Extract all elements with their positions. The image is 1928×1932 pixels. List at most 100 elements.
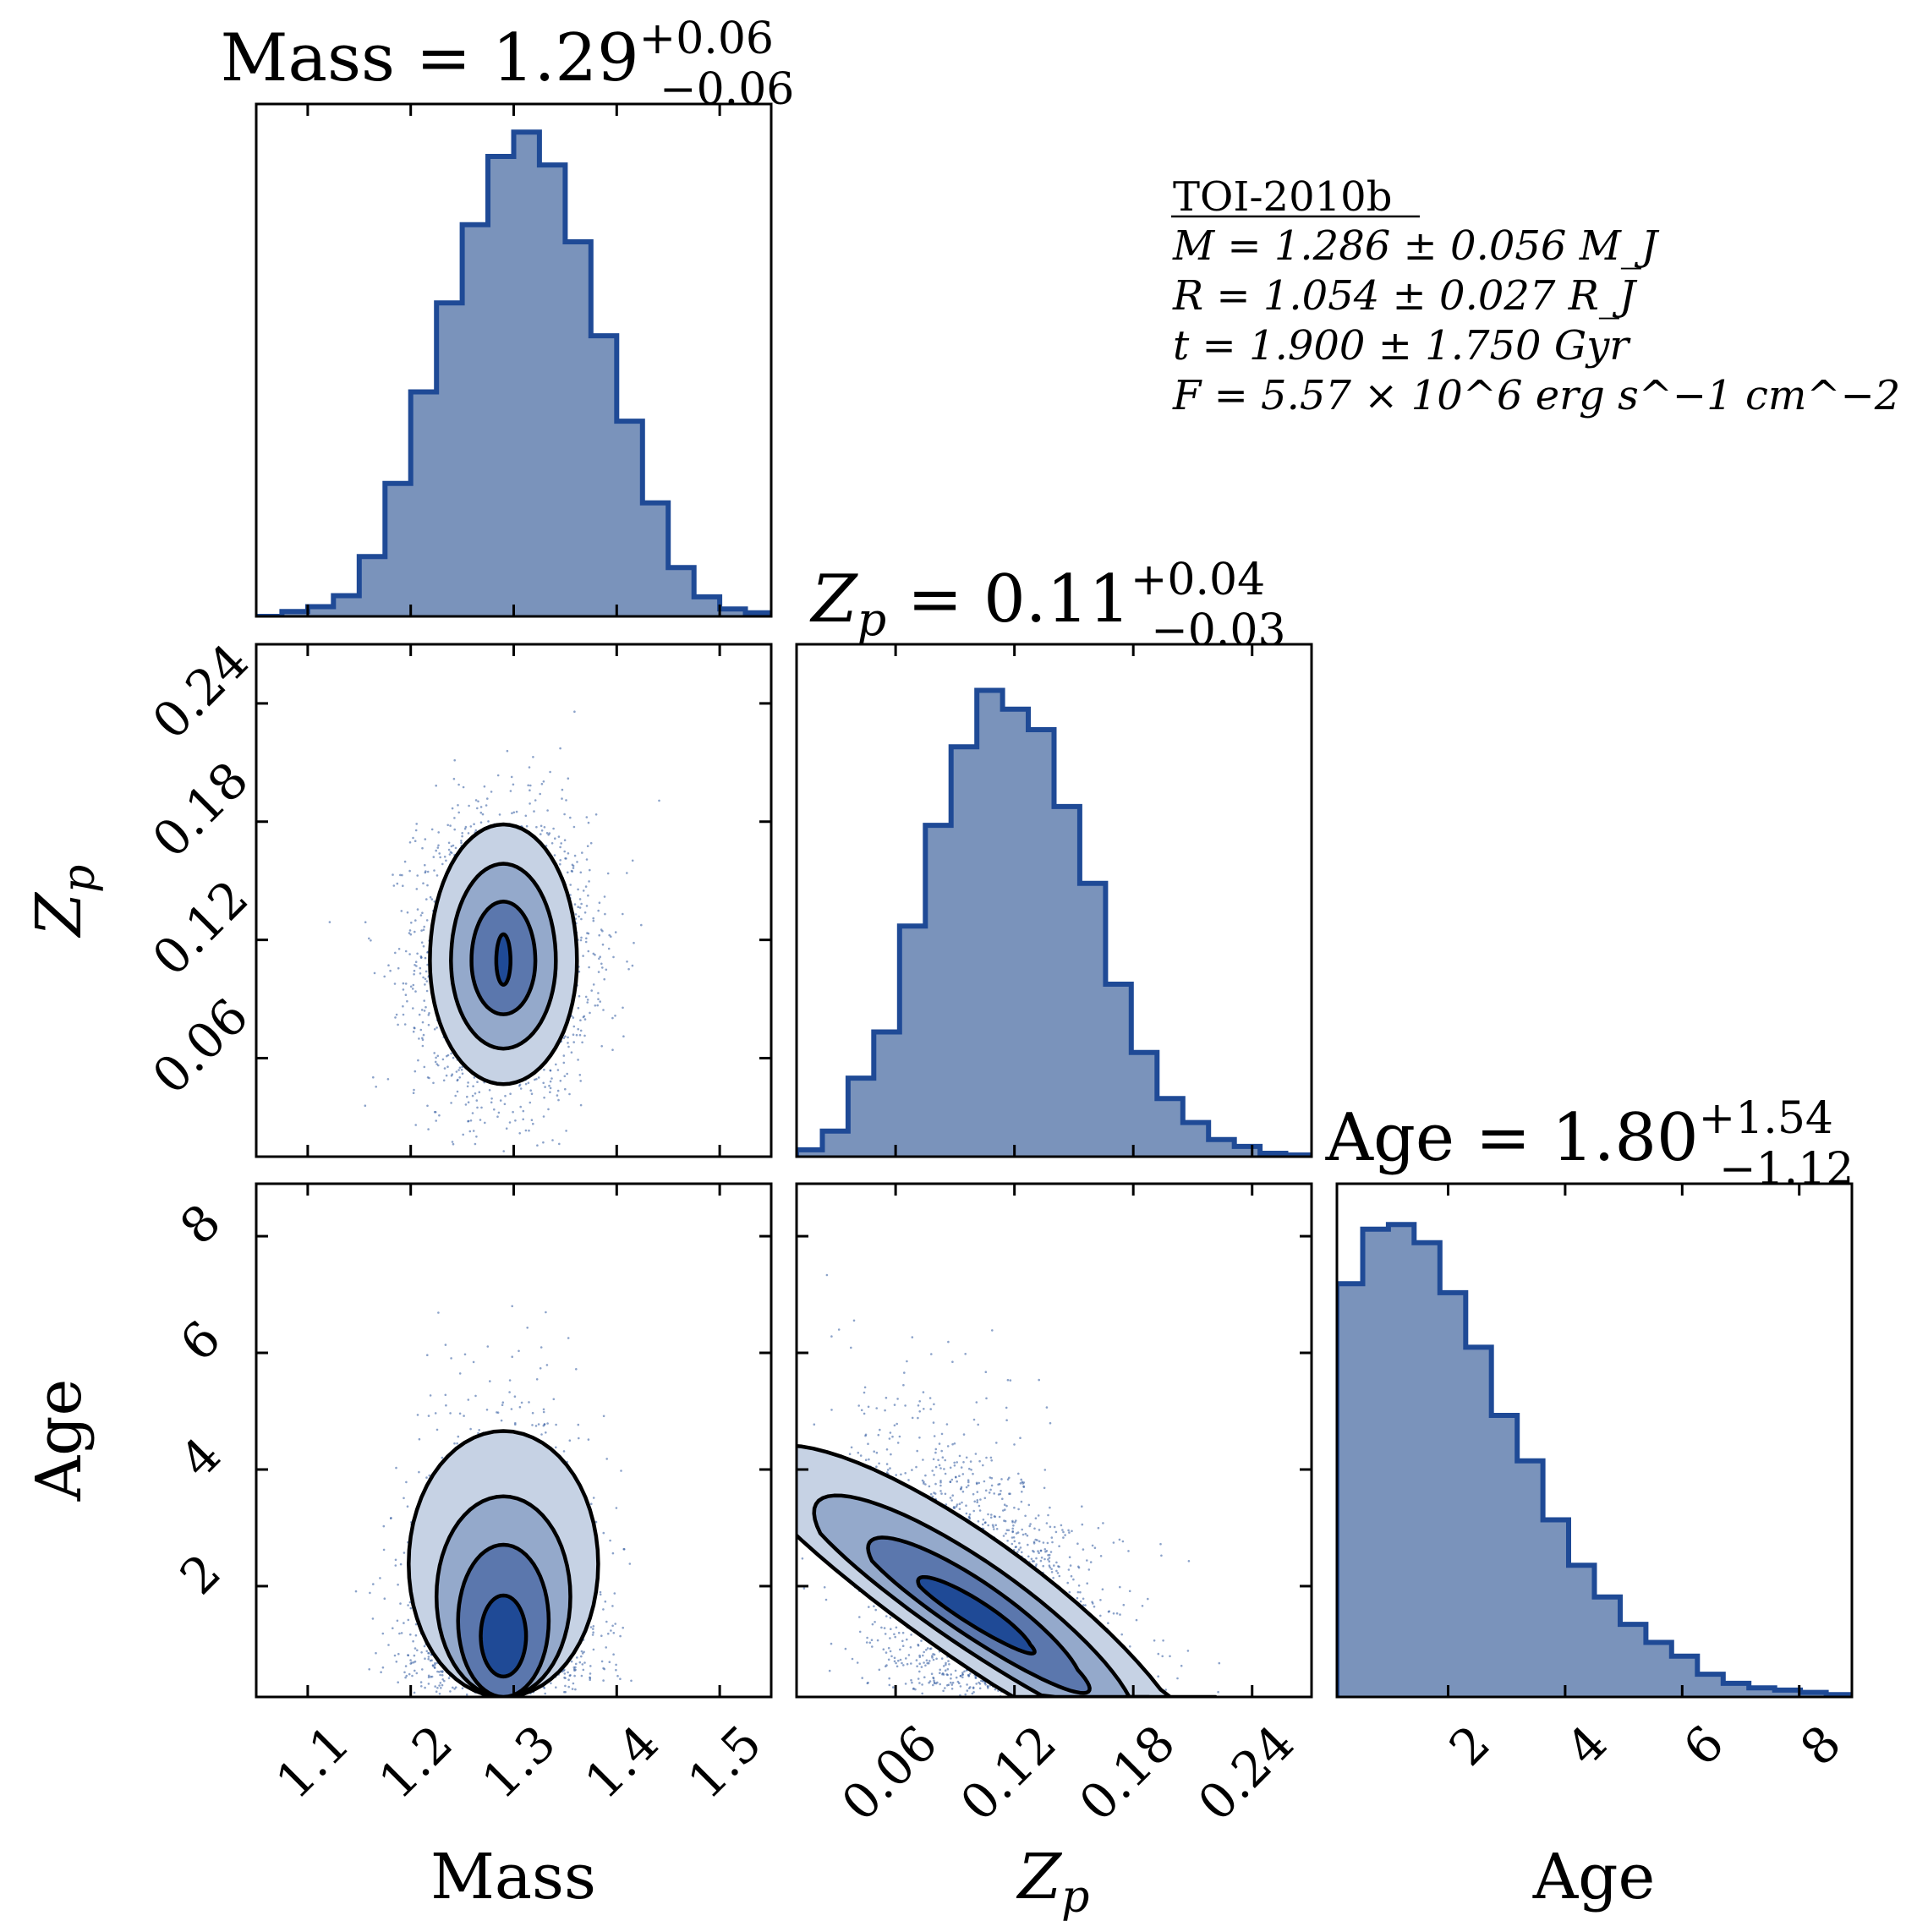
scatter-point [439,1673,441,1677]
scatter-point [548,1084,550,1087]
scatter-point [533,810,535,813]
scatter-point [573,903,577,906]
scatter-point [588,966,590,969]
scatter-point [509,1092,512,1095]
scatter-point [455,1070,458,1073]
scatter-point [524,1129,528,1132]
scatter-point [616,1674,619,1678]
scatter-point [413,1026,416,1029]
scatter-point [571,863,574,867]
scatter-point [542,1410,545,1414]
scatter-point [564,1690,567,1694]
scatter-point [414,961,418,963]
scatter-point [542,1159,545,1162]
scatter-point [425,919,429,922]
scatter-point [419,1028,423,1032]
scatter-point [413,1088,415,1092]
scatter-point [528,1401,530,1404]
scatter-point [439,856,441,859]
scatter-point [564,1087,567,1091]
scatter-point [440,1687,442,1689]
scatter-point [394,1564,397,1567]
scatter-point [577,888,579,891]
scatter-point [420,929,423,932]
scatter-point [464,825,468,829]
scatter-point [545,1431,547,1434]
scatter-point [414,964,416,966]
scatter-point [489,1380,491,1382]
scatter-point [528,1129,530,1132]
scatter-point [472,1360,475,1364]
scatter-point [510,1408,513,1410]
scatter-point [589,1678,591,1681]
scatter-point [419,955,423,958]
scatter-point [427,1656,430,1658]
scatter-point [530,1119,534,1121]
scatter-point [607,1632,610,1635]
scatter-point [430,1675,432,1678]
scatter-point [619,1678,622,1680]
scatter-point [403,1023,407,1026]
scatter-point [587,950,590,953]
scatter-point [479,821,483,824]
scatter-point [414,840,417,842]
scatter-point [409,1606,413,1610]
scatter-point [446,1054,450,1057]
scatter-point [626,961,628,963]
scatter-point [540,829,544,832]
scatter-point [555,1423,557,1426]
scatter-point [426,870,430,873]
scatter-point [466,1085,469,1088]
scatter-point [567,1042,569,1044]
scatter-point [623,1548,626,1551]
scatter-point [430,898,434,900]
scatter-point [511,812,513,815]
scatter-point [421,1021,424,1024]
scatter-point [500,1419,503,1422]
scatter-point [535,825,538,829]
scatter-point [549,1086,552,1090]
scatter-point [608,1661,611,1663]
scatter-point [457,811,460,814]
scatter-point [575,1033,578,1037]
scatter-point [427,1674,430,1678]
scatter-point [552,827,555,830]
scatter-point [553,854,556,857]
scatter-point [626,872,628,874]
scatter-point [615,1507,618,1509]
scatter-point [418,1013,421,1016]
scatter-point [600,1634,603,1637]
scatter-point [554,837,556,840]
scatter-point [592,1625,595,1628]
scatter-point [592,919,595,922]
scatter-point [399,1563,403,1566]
scatter-point [540,1346,543,1349]
scatter-point [605,968,608,971]
scatter-point [380,1671,382,1673]
scatter-point [416,874,419,877]
scatter-point [514,1119,517,1122]
scatter-point [462,785,465,789]
scatter-point [550,1077,553,1080]
scatter-point [447,841,451,845]
scatter-point [413,1691,416,1694]
scatter-point [435,1253,438,1256]
scatter-point [453,1442,456,1445]
scatter-point [496,1115,499,1118]
scatter-point [601,966,604,969]
scatter-point [472,1085,474,1087]
scatter-point [434,1412,437,1415]
scatter-point [414,1124,418,1126]
scatter-point [569,816,572,819]
scatter-point [529,1089,532,1092]
scatter-point [529,789,531,791]
scatter-point [400,910,403,912]
scatter-point [572,1033,575,1036]
scatter-point [409,985,413,988]
scatter-point [364,1104,367,1107]
scatter-point [368,937,370,940]
scatter-point [501,1404,504,1406]
scatter-point [567,1671,569,1674]
scatter-point [559,747,561,750]
scatter-point [451,807,454,810]
